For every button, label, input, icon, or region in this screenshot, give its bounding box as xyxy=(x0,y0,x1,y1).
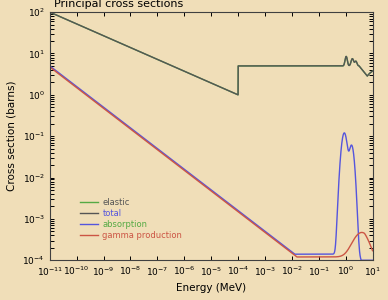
Y-axis label: Cross section (barns): Cross section (barns) xyxy=(7,81,17,191)
gamma production xyxy=(47,65,52,69)
total xyxy=(241,64,246,68)
total xyxy=(106,36,111,40)
Line: gamma production: gamma production xyxy=(50,67,372,257)
absorption xyxy=(241,213,246,217)
total xyxy=(47,10,52,14)
gamma production xyxy=(370,249,375,253)
total xyxy=(236,93,241,97)
elastic xyxy=(236,93,241,97)
gamma production xyxy=(257,226,262,230)
total xyxy=(370,69,375,73)
gamma production xyxy=(294,255,299,259)
absorption xyxy=(313,252,317,256)
elastic xyxy=(241,64,246,68)
absorption xyxy=(47,64,52,68)
gamma production xyxy=(288,250,293,254)
absorption xyxy=(288,249,293,253)
Line: total: total xyxy=(50,12,372,95)
total xyxy=(171,64,175,68)
elastic xyxy=(47,10,52,14)
elastic xyxy=(370,69,375,73)
total xyxy=(288,64,293,68)
absorption xyxy=(171,159,175,163)
Legend: elastic, total, absorption, gamma production: elastic, total, absorption, gamma produc… xyxy=(76,195,185,244)
gamma production xyxy=(171,160,175,164)
absorption xyxy=(257,226,262,229)
Line: elastic: elastic xyxy=(50,12,372,95)
gamma production xyxy=(313,255,317,259)
elastic xyxy=(171,64,175,68)
elastic xyxy=(288,64,293,68)
Line: absorption: absorption xyxy=(50,66,372,260)
Text: Principal cross sections: Principal cross sections xyxy=(54,0,183,9)
elastic xyxy=(106,36,111,40)
X-axis label: Energy (MeV): Energy (MeV) xyxy=(176,283,246,293)
total xyxy=(257,64,262,68)
total xyxy=(313,64,317,68)
gamma production xyxy=(241,214,246,217)
absorption xyxy=(370,258,375,262)
gamma production xyxy=(106,110,111,114)
absorption xyxy=(106,109,111,113)
absorption xyxy=(359,258,364,262)
elastic xyxy=(257,64,262,68)
elastic xyxy=(313,64,317,68)
